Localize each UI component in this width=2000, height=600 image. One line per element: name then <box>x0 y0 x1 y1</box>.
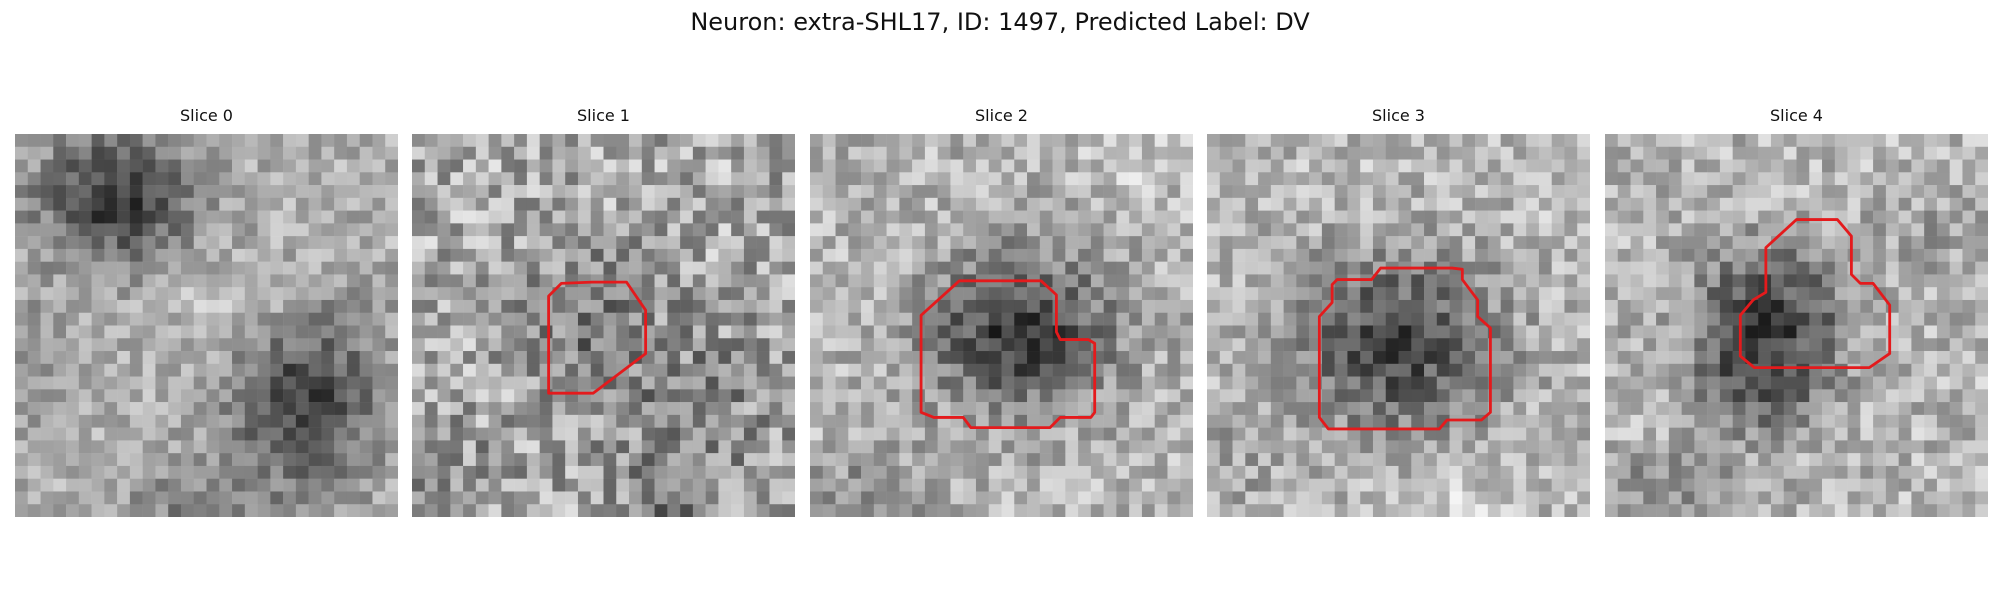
segmentation-contour-2 <box>919 279 1097 430</box>
segmentation-contour-3 <box>1317 266 1492 431</box>
slice-title-1: Slice 1 <box>577 106 630 125</box>
slice-image-3 <box>1207 134 1590 517</box>
slice-title-3: Slice 3 <box>1372 106 1425 125</box>
slice-title-2: Slice 2 <box>975 106 1028 125</box>
slice-image-4 <box>1605 134 1988 517</box>
slice-title-0: Slice 0 <box>180 106 233 125</box>
segmentation-contour-4 <box>1738 218 1892 370</box>
slice-image-1 <box>412 134 795 517</box>
segmentation-contour-1 <box>547 280 648 395</box>
slice-title-4: Slice 4 <box>1770 106 1823 125</box>
slice-image-0 <box>15 134 398 517</box>
slice-image-2 <box>810 134 1193 517</box>
figure-title: Neuron: extra-SHL17, ID: 1497, Predicted… <box>690 8 1310 36</box>
